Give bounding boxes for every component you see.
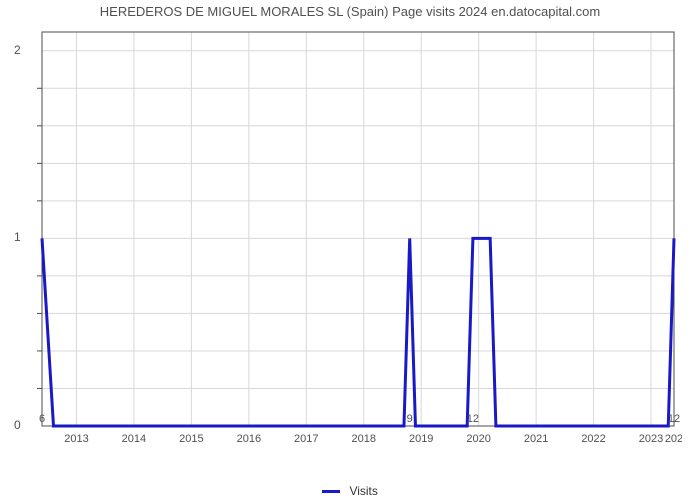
x-tick-label: 2023 — [639, 433, 663, 445]
x-tick-label: 2019 — [409, 433, 433, 445]
series-point-label: 6 — [39, 413, 45, 425]
plot-background — [42, 32, 674, 426]
chart-area: 2013201420152016201720182019202020212022… — [32, 28, 682, 460]
x-tick-label: 2020 — [466, 433, 490, 445]
x-tick-label: 2021 — [524, 433, 548, 445]
x-tick-label: 2017 — [294, 433, 318, 445]
y-tick-label: 1 — [14, 230, 21, 244]
legend-label: Visits — [349, 484, 377, 498]
x-tick-label: 2018 — [352, 433, 376, 445]
x-tick-label: 202 — [665, 433, 682, 445]
chart-svg: 2013201420152016201720182019202020212022… — [32, 28, 682, 460]
x-tick-label: 2015 — [179, 433, 203, 445]
y-tick-label: 0 — [14, 418, 21, 432]
series-point-label: 12 — [467, 413, 479, 425]
x-tick-label: 2013 — [64, 433, 88, 445]
x-tick-label: 2014 — [122, 433, 146, 445]
legend-swatch — [322, 490, 340, 493]
x-tick-label: 2022 — [581, 433, 605, 445]
y-tick-label: 2 — [14, 43, 21, 57]
legend: Visits — [0, 484, 700, 498]
chart-title: HEREDEROS DE MIGUEL MORALES SL (Spain) P… — [0, 0, 700, 26]
series-point-label: 9 — [407, 413, 413, 425]
x-tick-label: 2016 — [237, 433, 261, 445]
series-point-label: 12 — [668, 413, 680, 425]
